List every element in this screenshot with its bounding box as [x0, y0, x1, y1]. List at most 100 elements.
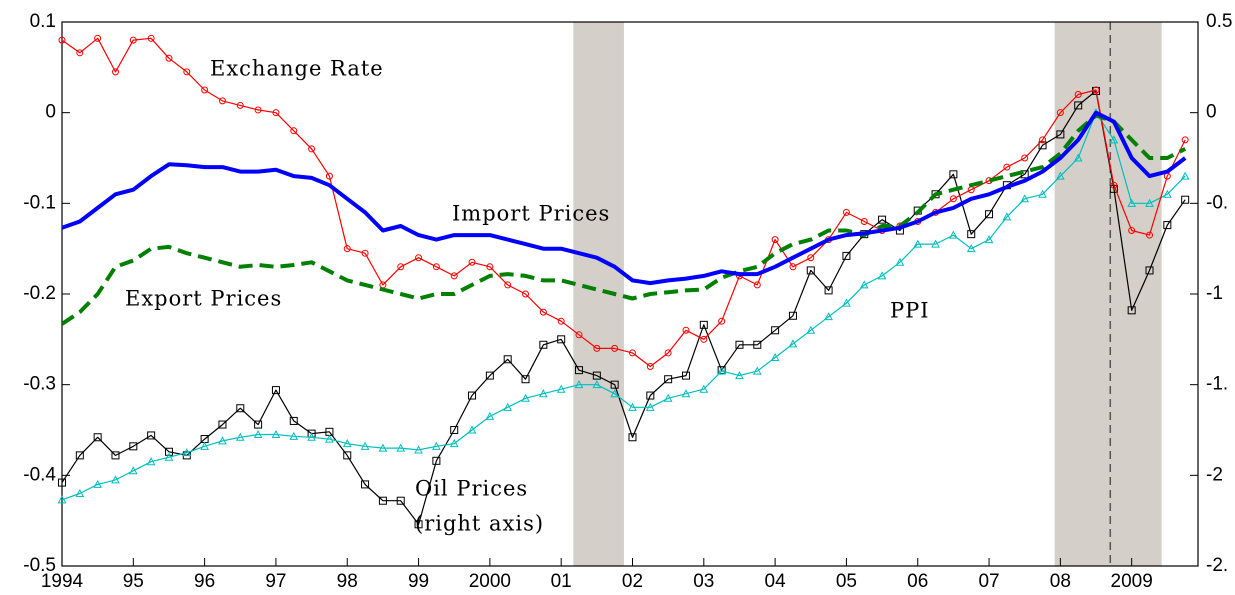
marker [966, 244, 976, 253]
x-tick-label: 05 [836, 571, 857, 592]
marker [325, 434, 334, 443]
marker [129, 36, 137, 44]
marker [718, 317, 726, 325]
marker [432, 456, 441, 465]
x-tick-label: 97 [265, 571, 286, 592]
marker [877, 271, 887, 280]
marker [682, 326, 690, 334]
marker [1038, 141, 1047, 150]
marker [378, 443, 388, 452]
marker [592, 371, 601, 380]
marker [664, 349, 672, 357]
marker [610, 380, 619, 389]
marker [575, 331, 583, 339]
shaded-region [1054, 22, 1162, 566]
marker [378, 496, 387, 505]
marker [628, 433, 637, 442]
marker [556, 384, 566, 393]
marker [1020, 194, 1030, 203]
marker [236, 101, 244, 109]
marker [1074, 91, 1082, 99]
marker [165, 54, 173, 62]
series-label: Export Prices [125, 287, 282, 311]
series-line [61, 37, 1186, 368]
marker [94, 34, 102, 42]
marker [308, 145, 316, 153]
marker [200, 441, 209, 450]
marker [182, 448, 192, 457]
marker [271, 386, 280, 395]
marker [592, 380, 602, 389]
marker [57, 495, 67, 504]
marker [432, 441, 441, 450]
marker [361, 480, 370, 489]
marker [1180, 171, 1190, 180]
marker [361, 249, 369, 257]
marker [984, 235, 994, 244]
marker [949, 230, 958, 239]
x-tick-label: 95 [123, 571, 144, 592]
marker [128, 466, 138, 475]
annotation: (right axis) [415, 512, 544, 536]
marker [111, 68, 119, 76]
x-tick-label: 2000 [469, 571, 511, 592]
marker [289, 416, 298, 425]
marker [1039, 136, 1047, 144]
marker [663, 393, 673, 402]
x-tick-label: 99 [408, 571, 429, 592]
marker [806, 325, 816, 334]
marker [753, 340, 762, 349]
marker [1003, 163, 1011, 171]
marker [164, 452, 174, 461]
marker [735, 340, 744, 349]
marker [450, 426, 459, 434]
series-line [61, 90, 1186, 525]
marker [521, 393, 530, 402]
marker [272, 109, 280, 117]
marker [967, 230, 976, 239]
series [60, 113, 1187, 326]
marker [1128, 227, 1136, 235]
marker [1002, 212, 1012, 221]
marker [486, 263, 494, 271]
y-tick-label: 0 [45, 102, 56, 123]
x-tick-label: 04 [765, 571, 787, 592]
x-tick-label: 08 [1050, 571, 1071, 592]
marker [628, 349, 636, 357]
y2-tick-label: 0.5 [1206, 11, 1232, 32]
marker [681, 389, 691, 398]
marker [824, 286, 833, 295]
marker [859, 280, 869, 289]
marker [1056, 109, 1064, 117]
y-tick-label: -0.1 [23, 192, 56, 213]
x-tick-label: 98 [337, 571, 358, 592]
marker [860, 217, 868, 225]
marker [807, 254, 815, 262]
marker [575, 366, 584, 375]
marker [1181, 136, 1189, 144]
marker [325, 172, 333, 180]
marker [147, 34, 155, 42]
marker [646, 363, 654, 371]
marker [913, 239, 923, 248]
marker [1163, 221, 1172, 230]
marker [1163, 189, 1172, 198]
marker [1056, 171, 1065, 180]
marker [111, 475, 120, 484]
marker [76, 49, 84, 57]
marker [539, 389, 548, 398]
marker [1109, 135, 1119, 144]
marker [58, 36, 66, 44]
y2-tick-label: -1 [1206, 283, 1223, 304]
marker [449, 439, 459, 448]
marker [111, 451, 120, 460]
series-label: Import Prices [452, 202, 610, 226]
marker [700, 335, 708, 343]
marker [949, 170, 958, 179]
marker [842, 251, 851, 260]
marker [254, 420, 263, 429]
marker [504, 281, 512, 289]
marker [164, 447, 173, 456]
marker [1146, 231, 1154, 239]
